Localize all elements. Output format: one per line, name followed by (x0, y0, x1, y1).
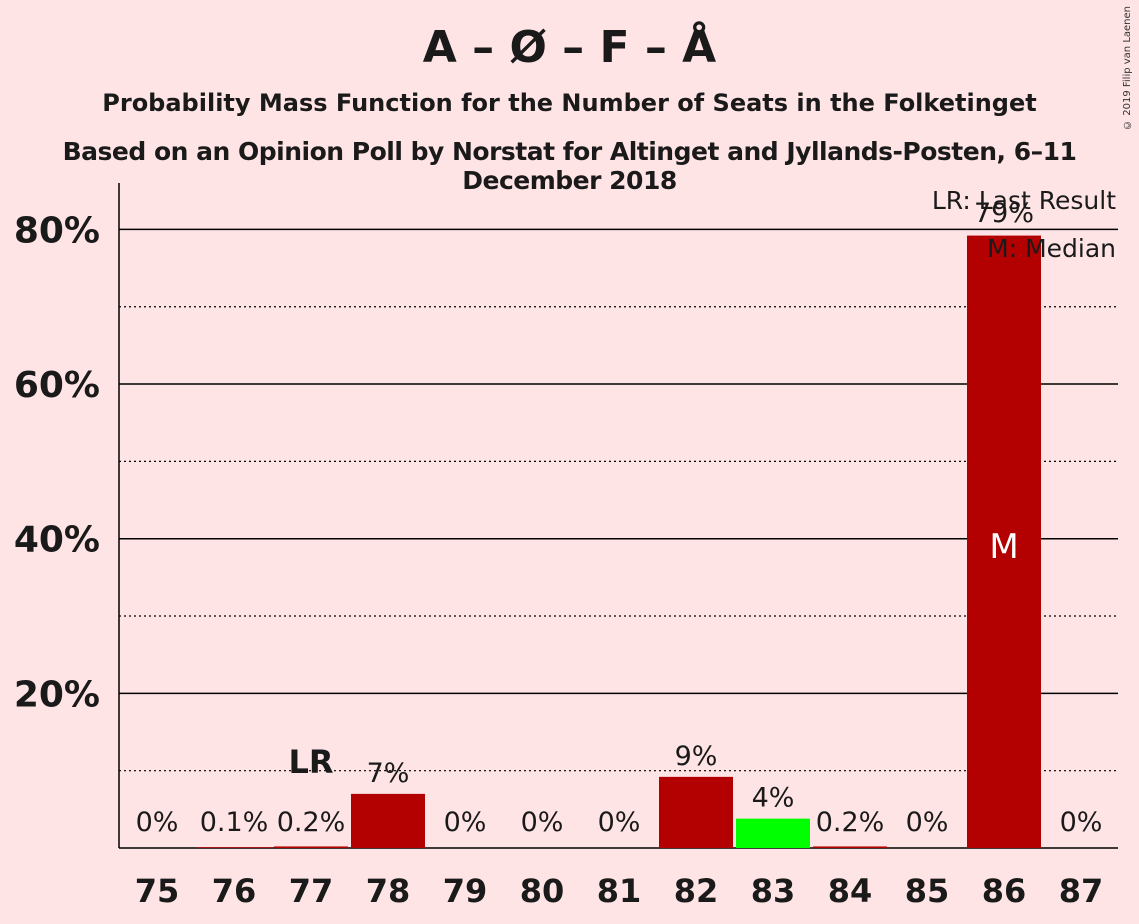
chart-subtitle: Probability Mass Function for the Number… (102, 89, 1037, 117)
median-marker: M (989, 527, 1018, 567)
data-label: 0.2% (277, 807, 346, 838)
data-label: 0% (906, 807, 949, 838)
chart-title: A – Ø – F – Å (422, 22, 717, 73)
x-tick-label: 84 (828, 872, 873, 910)
y-tick-label: 40% (14, 520, 100, 561)
x-tick-label: 82 (674, 872, 719, 910)
data-label: 79% (974, 198, 1034, 229)
data-label: 0% (444, 807, 487, 838)
x-tick-label: 83 (751, 872, 796, 910)
data-label: 0.2% (816, 807, 885, 838)
data-label: 0.1% (200, 807, 269, 838)
data-label: 4% (752, 783, 795, 814)
bar-78 (351, 793, 425, 848)
bar-76 (197, 847, 271, 848)
y-tick-label: 80% (14, 210, 100, 251)
x-tick-label: 75 (135, 872, 180, 910)
chart-source-subtitle: Based on an Opinion Poll by Norstat for … (62, 137, 1077, 195)
x-tick-label: 87 (1059, 872, 1104, 910)
bar-77 (274, 846, 348, 848)
x-tick-label: 85 (905, 872, 950, 910)
data-label: 9% (675, 741, 718, 772)
data-label: 0% (521, 807, 564, 838)
x-tick-label: 77 (289, 872, 334, 910)
data-label: 0% (1060, 807, 1103, 838)
y-tick-label: 60% (14, 365, 100, 406)
last-result-marker: LR (288, 743, 333, 781)
x-tick-label: 86 (982, 872, 1027, 910)
x-tick-label: 79 (443, 872, 488, 910)
x-tick-label: 81 (597, 872, 642, 910)
legend-last-result: LR: Last Result (932, 186, 1116, 215)
bar-84 (813, 846, 887, 848)
legend-median: M: Median (987, 234, 1116, 263)
bar-86 (967, 235, 1041, 848)
x-tick-label: 78 (366, 872, 411, 910)
data-label: 0% (136, 807, 179, 838)
y-tick-label: 20% (14, 674, 100, 715)
bar-82 (659, 776, 733, 848)
x-tick-label: 80 (520, 872, 565, 910)
x-tick-label: 76 (212, 872, 257, 910)
data-label: 7% (367, 758, 410, 789)
data-label: 0% (598, 807, 641, 838)
bar-83 (736, 818, 810, 848)
